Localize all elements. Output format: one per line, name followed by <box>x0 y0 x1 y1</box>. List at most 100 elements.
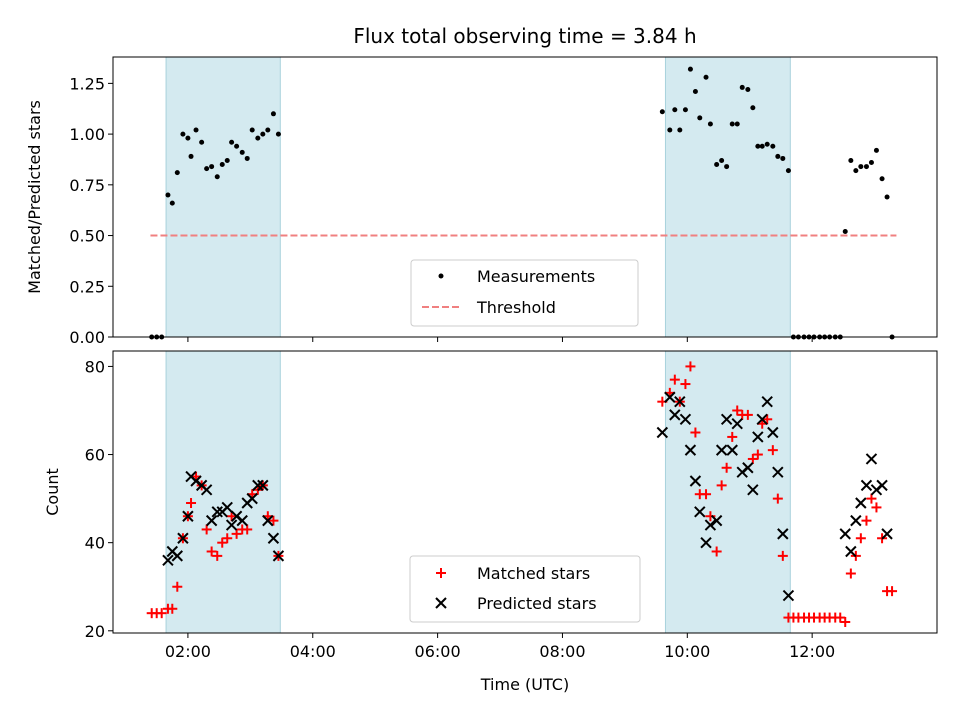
measurement-point <box>697 115 703 121</box>
measurement-point <box>275 131 281 137</box>
y-tick-label: 0.25 <box>69 277 105 296</box>
y-tick-label: 0.50 <box>69 227 105 246</box>
x-tick-label: 02:00 <box>165 642 211 661</box>
y-tick-label: 60 <box>85 446 105 465</box>
predicted-point <box>674 395 686 408</box>
measurement-point <box>165 192 171 198</box>
matched-point <box>242 524 253 535</box>
predicted-point <box>664 391 676 403</box>
legend: Measurements Threshold <box>410 259 639 327</box>
x-tick-label: 12:00 <box>789 642 835 661</box>
measurement-point <box>739 84 745 90</box>
axes-frame <box>112 56 938 338</box>
measurement-point <box>764 141 770 147</box>
predicted-point <box>257 479 269 492</box>
measurement-point <box>229 139 235 145</box>
matched-point <box>217 537 228 548</box>
predicted-point <box>839 528 851 540</box>
legend-frame <box>409 555 641 623</box>
legend-predicted-marker <box>435 597 447 609</box>
matched-point <box>201 524 212 535</box>
matched-point <box>727 431 738 442</box>
predicted-point <box>881 528 893 540</box>
matched-point <box>705 511 716 522</box>
measurement-point <box>185 135 191 141</box>
measurement-point <box>667 127 673 133</box>
measurement-point <box>199 139 205 145</box>
predicted-point <box>747 484 759 496</box>
measurement-point <box>873 147 879 153</box>
measurement-point <box>863 164 869 170</box>
measurement-point <box>169 200 175 206</box>
predicted-point <box>656 426 669 439</box>
predicted-point <box>162 554 174 567</box>
measurement-point <box>659 109 665 115</box>
legend-predicted-label: Predicted stars <box>477 594 597 613</box>
predicted-point <box>262 514 274 527</box>
matched-point <box>845 568 856 579</box>
matched-point <box>222 533 233 544</box>
predicted-point <box>700 536 712 549</box>
measurement-point <box>270 111 276 117</box>
y-tick-label: 0.00 <box>69 328 105 347</box>
predicted-point <box>669 409 681 421</box>
matched-point <box>721 462 732 473</box>
matched-point <box>701 489 712 500</box>
matched-point <box>685 361 696 372</box>
predicted-point <box>704 519 717 531</box>
predicted-point <box>200 484 213 496</box>
predicted-point <box>252 479 264 492</box>
measurement-point <box>209 164 215 170</box>
matched-point <box>742 409 753 420</box>
measurement-point <box>260 131 266 137</box>
matched-point <box>716 480 727 491</box>
x-tick-label: 06:00 <box>415 642 461 661</box>
y-tick-label: 40 <box>85 534 105 553</box>
predicted-point <box>246 492 258 505</box>
measurement-point <box>858 164 864 170</box>
matched-point <box>156 608 167 619</box>
matched-point <box>855 533 866 544</box>
observing-intervals <box>165 56 791 338</box>
y-tick-label: 20 <box>85 622 105 641</box>
legend-measurements-label: Measurements <box>477 267 595 286</box>
measurement-point <box>265 127 271 133</box>
series-predicted-stars <box>162 391 893 602</box>
measurement-point <box>703 74 709 80</box>
predicted-point <box>876 479 888 492</box>
measurement-point <box>780 155 786 161</box>
predicted-point <box>715 444 728 456</box>
matched-point <box>866 493 877 504</box>
legend-threshold-label: Threshold <box>476 298 556 317</box>
measurement-point <box>188 153 194 159</box>
matched-point <box>835 612 846 623</box>
measurement-point <box>750 105 756 111</box>
legend: Matched stars Predicted stars <box>409 555 641 623</box>
measurement-point <box>724 164 730 170</box>
predicted-point <box>689 475 702 487</box>
predicted-point <box>845 545 857 558</box>
observing-interval-1 <box>165 350 281 634</box>
measurement-point <box>193 127 199 133</box>
predicted-point <box>865 453 878 465</box>
x-tick-label: 04:00 <box>290 642 336 661</box>
measurement-point <box>672 107 678 113</box>
y-axis-label: Matched/Predicted stars <box>25 100 44 294</box>
legend-matched-marker <box>436 568 446 578</box>
predicted-point <box>782 589 795 602</box>
legend-matched-label: Matched stars <box>477 564 590 583</box>
predicted-point <box>177 532 189 544</box>
y-tick-label: 1.00 <box>69 125 105 144</box>
matched-point <box>840 616 851 627</box>
matched-point <box>186 498 197 509</box>
y-ticks: 20 40 60 80 <box>85 357 113 641</box>
matched-point <box>752 449 763 460</box>
matched-point <box>268 515 279 526</box>
measurement-point <box>244 155 250 161</box>
predicted-point <box>720 413 733 426</box>
measurement-point <box>734 121 740 127</box>
star-count-panel: 02:00 04:00 06:00 08:00 10:00 12:00 20406080 … <box>43 350 938 694</box>
matched-point <box>167 603 178 614</box>
matched-point <box>747 453 758 464</box>
